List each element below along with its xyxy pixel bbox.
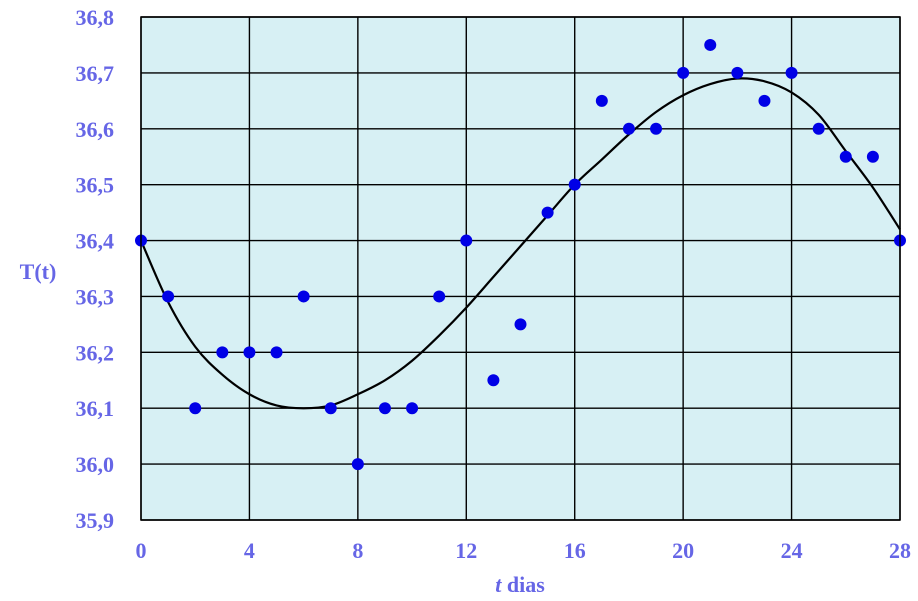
- data-point: [704, 38, 717, 51]
- y-tick-label: 36,1: [76, 396, 115, 421]
- data-point: [650, 122, 663, 135]
- x-tick-label: 8: [352, 538, 363, 563]
- y-tick-label: 36,5: [76, 173, 115, 198]
- data-point: [758, 94, 771, 107]
- data-point: [243, 346, 256, 359]
- y-tick-label: 35,9: [76, 508, 115, 533]
- x-tick-label: 16: [564, 538, 586, 563]
- data-point: [677, 66, 690, 79]
- x-tick-label: 20: [672, 538, 694, 563]
- y-tick-label: 36,4: [76, 229, 115, 254]
- y-tick-label: 36,2: [76, 340, 115, 365]
- y-tick-labels: 36,8 36,7 36,6 36,5 36,4 36,3 36,2 36,1 36,0 35,9: [76, 5, 115, 533]
- y-tick-label: 36,6: [76, 117, 115, 142]
- y-tick-label: 36,0: [76, 452, 115, 477]
- data-point: [568, 178, 581, 191]
- data-point: [487, 374, 500, 387]
- y-tick-label: 36,8: [76, 5, 115, 30]
- data-point: [595, 94, 608, 107]
- x-tick-label: 12: [455, 538, 477, 563]
- x-axis-label: t dias: [495, 572, 545, 597]
- x-tick-labels: 0 4 8 12 16 20 24 28: [136, 538, 912, 563]
- data-point: [866, 150, 879, 163]
- x-tick-label: 4: [244, 538, 255, 563]
- y-tick-label: 36,7: [76, 61, 115, 86]
- data-point: [433, 290, 446, 303]
- x-tick-label: 24: [781, 538, 803, 563]
- data-point: [378, 402, 391, 415]
- data-point: [216, 346, 229, 359]
- data-point: [622, 122, 635, 135]
- data-point: [162, 290, 175, 303]
- data-point: [514, 318, 527, 331]
- data-points: [135, 38, 906, 471]
- data-point: [297, 290, 310, 303]
- y-axis-label: T(t): [20, 259, 57, 284]
- plot-area: [141, 17, 900, 520]
- data-point: [351, 458, 364, 471]
- data-point: [541, 206, 554, 219]
- data-point: [270, 346, 283, 359]
- data-point: [460, 234, 473, 247]
- fitted-curve: [139, 77, 901, 410]
- plot-border: [140, 16, 901, 521]
- x-tick-label: 28: [889, 538, 911, 563]
- data-point: [731, 66, 744, 79]
- data-point: [406, 402, 419, 415]
- data-point: [189, 402, 202, 415]
- data-point: [324, 402, 337, 415]
- data-point: [812, 122, 825, 135]
- x-axis-label-unit: dias: [501, 572, 545, 597]
- data-point: [839, 150, 852, 163]
- x-axis-label-variable: t: [495, 572, 502, 597]
- x-tick-label: 0: [136, 538, 147, 563]
- y-tick-label: 36,3: [76, 284, 115, 309]
- data-point: [785, 66, 798, 79]
